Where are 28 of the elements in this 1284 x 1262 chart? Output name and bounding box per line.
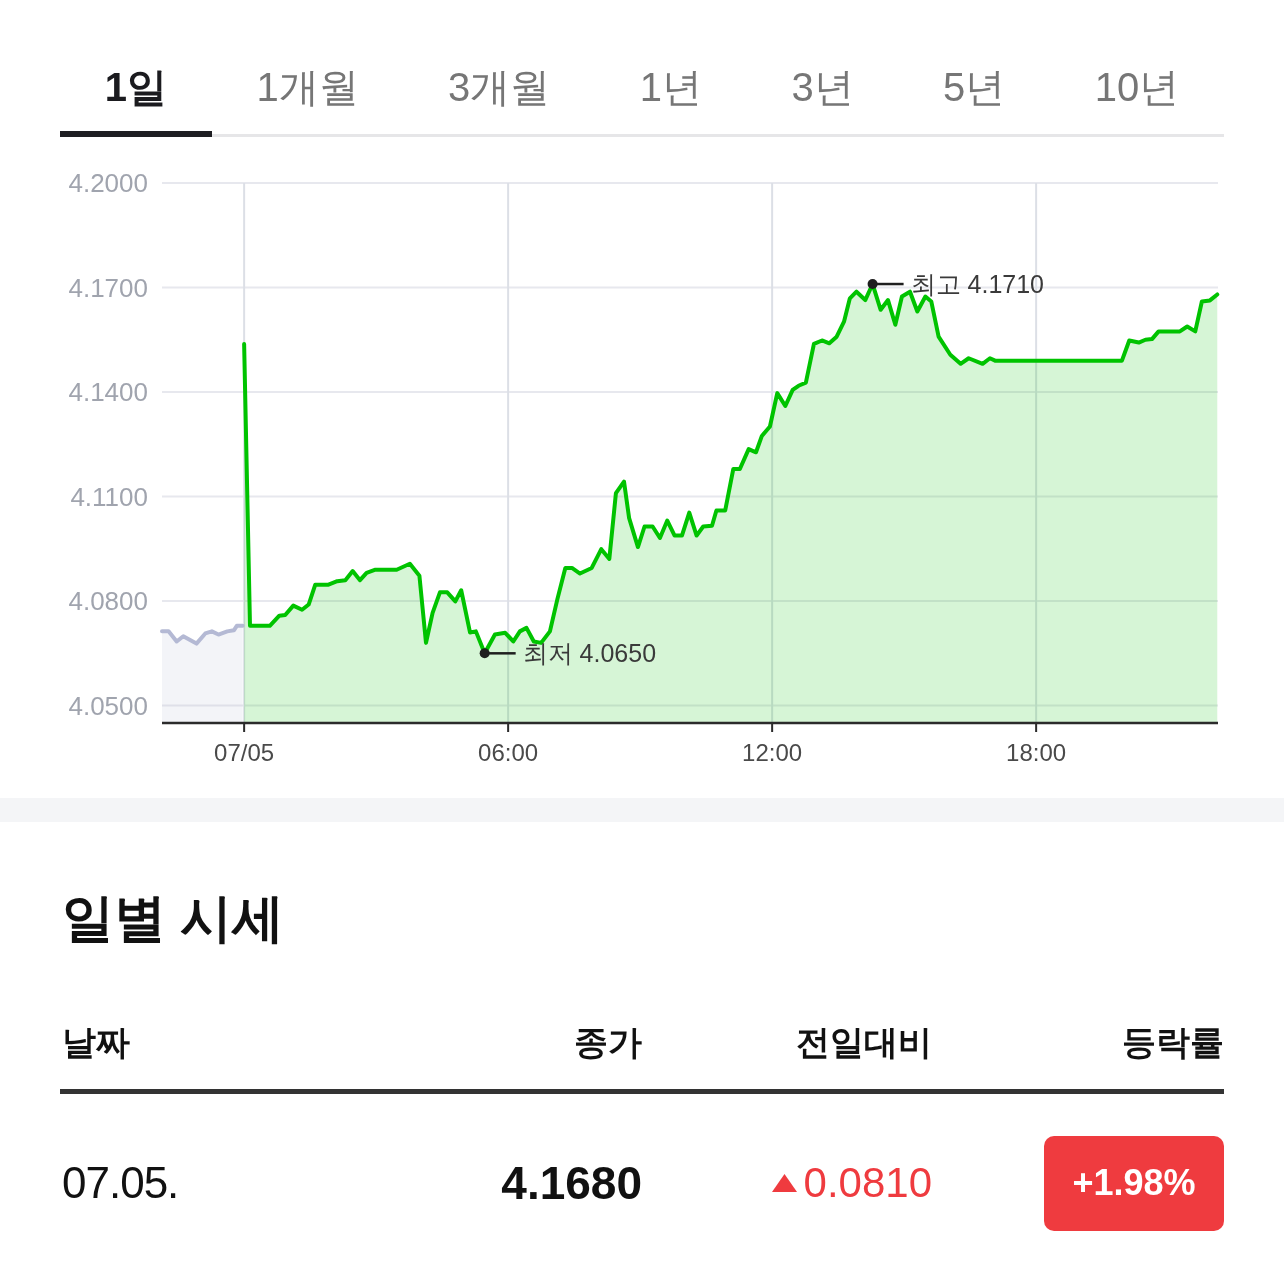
annotation: 최저 4.0650: [522, 639, 657, 668]
text: 1년: [639, 65, 702, 109]
y-tick-label: 4.2000: [68, 168, 148, 198]
y-tick-label: 4.1100: [70, 481, 148, 512]
annotation: 최고 4.1710: [910, 270, 1045, 299]
text: 3개월: [448, 65, 551, 109]
x-tick-label: 06:00: [478, 738, 539, 766]
text: +1.98%: [1072, 1162, 1196, 1203]
text: 0.0810: [803, 1159, 932, 1206]
y-tick-label: 4.0500: [68, 690, 148, 721]
text: 3년: [791, 65, 854, 109]
y-tick-label: 4.1400: [68, 377, 148, 408]
text: 전일대비: [796, 1023, 932, 1061]
x-tick-label: 18:00: [1006, 738, 1067, 766]
text: 일별 시세: [62, 889, 285, 947]
text: 등락률: [1122, 1023, 1224, 1061]
text: 날짜: [62, 1023, 130, 1061]
text: 1개월: [256, 65, 359, 109]
y-tick-label: 4.1700: [68, 272, 148, 303]
text: 5년: [943, 65, 1006, 109]
text: 종가: [574, 1023, 642, 1061]
text: 10년: [1094, 65, 1180, 109]
text: 07.05.: [62, 1158, 179, 1207]
text: 4.1680: [501, 1157, 642, 1209]
x-tick-label: 07/05: [214, 738, 275, 766]
text: 1일: [104, 65, 167, 109]
y-tick-label: 4.0800: [68, 586, 148, 617]
x-tick-label: 12:00: [742, 738, 803, 766]
